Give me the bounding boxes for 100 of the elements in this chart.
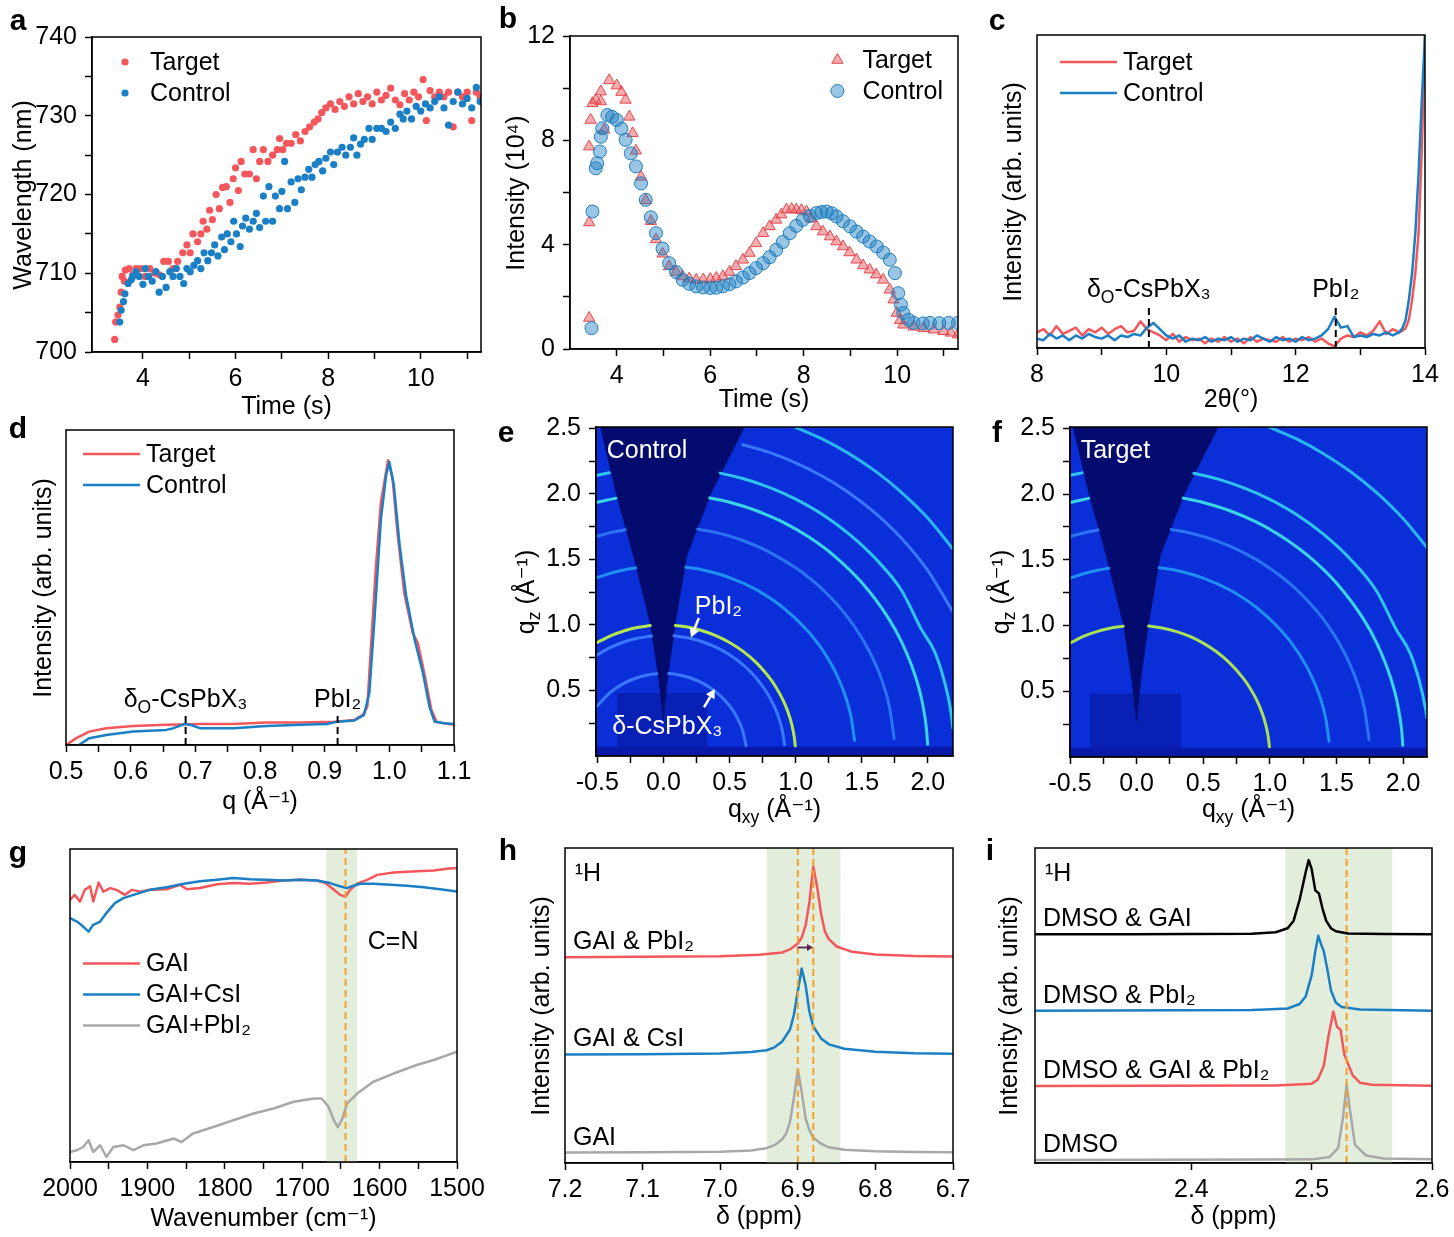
x-tick-label: 1700 xyxy=(274,1172,331,1201)
x-tick-label: 7.0 xyxy=(702,1173,738,1202)
legend-label: Target xyxy=(1123,46,1193,75)
x-tick-label: 1900 xyxy=(119,1172,176,1201)
annotation: Control xyxy=(606,434,688,463)
chart-title: g xyxy=(8,835,28,869)
ref-line-label: PbI₂ xyxy=(313,683,362,712)
y-axis-title: Intensity (arb. units) xyxy=(525,895,554,1116)
y-tick-label: 700 xyxy=(35,335,77,364)
x-tick-label: 7.2 xyxy=(547,1173,583,1202)
x-axis-title: Wavenumber (cm⁻¹) xyxy=(150,1202,377,1231)
y-tick-label: 720 xyxy=(35,178,77,207)
x-tick-label: 1800 xyxy=(196,1172,253,1201)
chart-title: c xyxy=(988,3,1006,37)
x-tick-label: 14 xyxy=(1411,358,1439,387)
y-tick-label: 710 xyxy=(35,257,77,286)
series-label: DMSO & GAI & PbI₂ xyxy=(1043,1054,1270,1083)
legend-label: Control xyxy=(150,77,231,106)
annotation: C=N xyxy=(367,925,419,954)
y-axis-title: Intensity (arb. units) xyxy=(993,895,1022,1116)
legend-label: Target xyxy=(146,438,216,467)
annotation: ¹H xyxy=(1044,857,1072,886)
y-axis-title: Intensity (arb. units) xyxy=(27,477,56,698)
line-series xyxy=(741,443,953,614)
x-tick-label: 10 xyxy=(883,359,912,388)
x-tick-label: 0.6 xyxy=(113,755,149,784)
y-tick-label: 1.0 xyxy=(1020,609,1055,638)
legend-label: GAI xyxy=(146,948,190,977)
x-tick-label: 4 xyxy=(135,362,150,391)
x-axis-title: q$_{xy}$ (Å⁻¹) xyxy=(1201,793,1296,827)
x-tick-label: 2.4 xyxy=(1174,1173,1209,1202)
x-tick-label: 12 xyxy=(1281,358,1310,387)
x-tick-label: 2.0 xyxy=(1385,767,1421,796)
x-axis-title: q$_{xy}$ (Å⁻¹) xyxy=(727,793,822,827)
y-tick-label: 12 xyxy=(527,19,555,48)
legend-label: Control xyxy=(1123,77,1204,106)
line-series xyxy=(1268,427,1427,550)
line-series xyxy=(794,427,953,551)
x-tick-label: 0.0 xyxy=(1119,767,1154,796)
x-tick-label: 0.8 xyxy=(242,755,278,784)
x-tick-label: 1.1 xyxy=(436,755,472,784)
x-tick-label: 6.9 xyxy=(780,1173,816,1202)
x-tick-label: 7.1 xyxy=(625,1173,660,1202)
series-label: GAI & CsI xyxy=(573,1023,685,1052)
y-axis-title: Intensity (arb. units) xyxy=(997,81,1026,302)
x-tick-label: 8 xyxy=(321,362,336,391)
x-tick-label: 2.0 xyxy=(910,766,946,795)
x-tick-label: 1.5 xyxy=(1319,767,1354,796)
ref-line-label: δ$_{O}$-CsPbX₃ xyxy=(1086,273,1211,307)
x-tick-label: 6.7 xyxy=(935,1173,971,1202)
x-tick-label: 10 xyxy=(406,362,435,391)
annotation: δ-CsPbX₃ xyxy=(612,710,723,739)
chart-title: e xyxy=(497,415,515,449)
x-axis-title: 2θ(°) xyxy=(1203,383,1259,412)
legend-label: Target xyxy=(862,44,932,73)
series-label: DMSO & GAI xyxy=(1043,903,1192,932)
series-label: GAI xyxy=(573,1121,617,1150)
y-tick-label: 0.5 xyxy=(1020,675,1055,704)
y-tick-label: 4 xyxy=(541,228,556,257)
chart-title: f xyxy=(992,415,1002,449)
x-tick-label: 1.0 xyxy=(778,766,814,795)
x-tick-label: -0.5 xyxy=(1048,767,1092,796)
ref-line-label: δ$_{O}$-CsPbX₃ xyxy=(123,683,248,717)
x-tick-label: 1.0 xyxy=(371,755,407,784)
x-axis-title: δ (ppm) xyxy=(715,1200,803,1229)
chart-title: i xyxy=(985,833,995,867)
legend-label: GAI+CsI xyxy=(146,979,242,1008)
x-tick-label: 0.0 xyxy=(646,766,681,795)
legend-label: GAI+PbI₂ xyxy=(146,1010,251,1039)
x-tick-label: 0.9 xyxy=(307,755,343,784)
y-axis-title: Intensity (10⁴) xyxy=(500,114,529,271)
x-axis-title: q (Å⁻¹) xyxy=(222,785,298,814)
series-label: GAI & PbI₂ xyxy=(573,925,694,954)
y-tick-label: 2.5 xyxy=(546,412,581,441)
y-tick-label: 740 xyxy=(35,20,77,49)
x-tick-label: 6.8 xyxy=(858,1173,893,1202)
x-tick-label: 4 xyxy=(609,359,624,388)
legend-label: Control xyxy=(146,469,227,498)
annotation: ¹H xyxy=(574,857,602,886)
chart-title: h xyxy=(498,833,518,867)
y-tick-label: 730 xyxy=(35,99,77,128)
y-axis-title: Wavelength (nm) xyxy=(7,99,36,290)
x-tick-label: 0.5 xyxy=(712,766,747,795)
ref-line-label: PbI₂ xyxy=(1312,273,1360,302)
chart-title: a xyxy=(9,3,27,37)
x-tick-label: 2.5 xyxy=(1294,1173,1330,1202)
series-label: DMSO xyxy=(1043,1128,1118,1157)
legend-label: Control xyxy=(862,75,943,104)
x-axis-title: Time (s) xyxy=(241,390,332,419)
y-tick-label: 2.5 xyxy=(1020,412,1055,441)
x-tick-label: 1.5 xyxy=(844,766,880,795)
y-tick-label: 0.5 xyxy=(546,674,581,703)
x-tick-label: 1600 xyxy=(351,1172,408,1201)
y-tick-label: 1.0 xyxy=(546,608,581,637)
annotation: PbI₂ xyxy=(694,591,743,620)
x-tick-label: 2.6 xyxy=(1414,1173,1450,1202)
x-tick-label: 6 xyxy=(228,362,243,391)
y-tick-label: 0 xyxy=(541,332,555,361)
x-tick-label: 2000 xyxy=(42,1172,98,1201)
chart-title: d xyxy=(8,411,28,445)
